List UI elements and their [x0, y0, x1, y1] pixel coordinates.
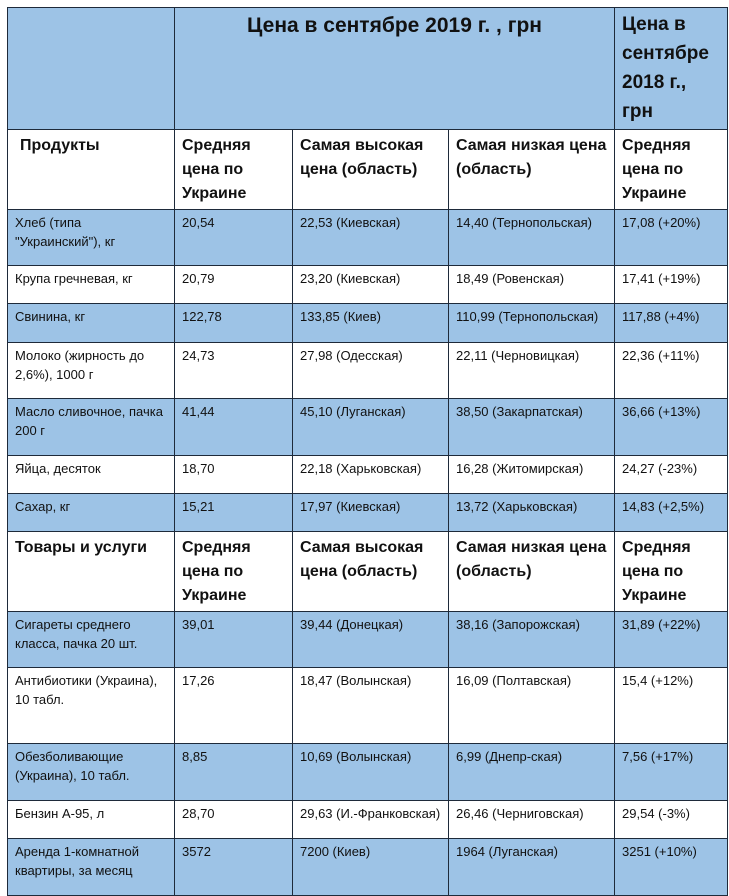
price-2018-cell: 15,4 (+12%): [614, 667, 729, 744]
table-row: Яйца, десяток 18,70 22,18 (Харьковская) 16,…: [7, 455, 729, 494]
section-header-row: Продукты Средняя цена по Украине Самая в…: [7, 129, 729, 210]
lowest-price-cell: 14,40 (Тернопольская): [447, 209, 616, 266]
avg-price-cell: 28,70: [174, 800, 293, 839]
table-row: Антибиотики (Украина), 10 табл. 17,26 18,4…: [7, 667, 729, 744]
table-row: Свинина, кг 122,78 133,85 (Киев) 110,99 (Те…: [7, 303, 729, 343]
col-avg-header: Средняя цена по Украине: [174, 531, 293, 612]
avg-price-cell: 8,85: [174, 743, 293, 801]
product-name-cell: Сигареты среднего класса, пачка 20 шт.: [7, 611, 175, 668]
lowest-price-cell: 22,11 (Черновицкая): [447, 342, 616, 399]
lowest-price-cell: 6,99 (Днепр-ская): [447, 743, 616, 801]
price-2018-cell: 3251 (+10%): [614, 838, 729, 896]
lowest-price-cell: 13,72 (Харьковская): [447, 493, 616, 532]
price-2018-cell: 7,56 (+17%): [614, 743, 729, 801]
highest-price-cell: 23,20 (Киевская): [292, 265, 449, 304]
lowest-price-cell: 1964 (Луганская): [447, 838, 616, 896]
price-2018-cell: 14,83 (+2,5%): [614, 493, 729, 532]
table-row: Аренда 1-комнатной квартиры, за месяц 357…: [7, 838, 729, 896]
highest-price-cell: 133,85 (Киев): [292, 303, 449, 343]
highest-price-cell: 10,69 (Волынская): [292, 743, 449, 801]
lowest-price-cell: 18,49 (Ровенская): [447, 265, 616, 304]
lowest-price-cell: 16,09 (Полтавская): [447, 667, 616, 744]
price-2018-cell: 36,66 (+13%): [614, 398, 729, 456]
col-avg-header: Средняя цена по Украине: [174, 129, 293, 210]
highest-price-cell: 18,47 (Волынская): [292, 667, 449, 744]
col-high-header: Самая высокая цена (область): [292, 129, 449, 210]
avg-price-cell: 20,54: [174, 209, 293, 266]
col-low-header: Самая низкая цена (область): [447, 129, 616, 210]
col-high-header: Самая высокая цена (область): [292, 531, 449, 612]
lowest-price-cell: 26,46 (Черниговская): [447, 800, 616, 839]
lowest-price-cell: 38,16 (Запорожская): [447, 611, 616, 668]
highest-price-cell: 45,10 (Луганская): [292, 398, 449, 456]
table-row: Бензин А-95, л 28,70 29,63 (И.-Франковская…: [7, 800, 729, 839]
table-row: Обезболивающие (Украина), 10 табл. 8,85 10…: [7, 743, 729, 801]
product-name-cell: Хлеб (типа "Украинский"), кг: [7, 209, 175, 266]
highest-price-cell: 22,53 (Киевская): [292, 209, 449, 266]
product-name-cell: Аренда 1-комнатной квартиры, за месяц: [7, 838, 175, 896]
section-title: Товары и услуги: [7, 531, 175, 612]
col-low-header: Самая низкая цена (область): [447, 531, 616, 612]
highest-price-cell: 7200 (Киев): [292, 838, 449, 896]
price-2018-cell: 31,89 (+22%): [614, 611, 729, 668]
product-name-cell: Антибиотики (Украина), 10 табл.: [7, 667, 175, 744]
avg-price-cell: 122,78: [174, 303, 293, 343]
product-name-cell: Свинина, кг: [7, 303, 175, 343]
title-2019: Цена в сентябре 2019 г. , грн: [173, 7, 616, 130]
avg-price-cell: 17,26: [174, 667, 293, 744]
price-table: Цена в сентябре 2019 г. , грн Цена в сен…: [7, 7, 729, 896]
highest-price-cell: 39,44 (Донецкая): [292, 611, 449, 668]
table-row: Масло сливочное, пачка 200 г 41,44 45,10 (…: [7, 398, 729, 456]
col-avg2018-header: Средняя цена по Украине: [614, 531, 729, 612]
product-name-cell: Бензин А-95, л: [7, 800, 175, 839]
title-row: Цена в сентябре 2019 г. , грн Цена в сен…: [7, 7, 729, 130]
empty-corner-cell: [7, 7, 175, 130]
table-row: Сигареты среднего класса, пачка 20 шт. 39…: [7, 611, 729, 668]
table-row: Крупа гречневая, кг 20,79 23,20 (Киевская)…: [7, 265, 729, 304]
lowest-price-cell: 38,50 (Закарпатская): [447, 398, 616, 456]
title-2018: Цена в сентябре 2018 г., грн: [614, 7, 729, 130]
avg-price-cell: 3572: [174, 838, 293, 896]
highest-price-cell: 27,98 (Одесская): [292, 342, 449, 399]
price-2018-cell: 17,41 (+19%): [614, 265, 729, 304]
lowest-price-cell: 110,99 (Тернопольская): [447, 303, 616, 343]
section-title: Продукты: [7, 129, 175, 210]
product-name-cell: Масло сливочное, пачка 200 г: [7, 398, 175, 456]
highest-price-cell: 22,18 (Харьковская): [292, 455, 449, 494]
product-name-cell: Молоко (жирность до 2,6%), 1000 г: [7, 342, 175, 399]
product-name-cell: Обезболивающие (Украина), 10 табл.: [7, 743, 175, 801]
price-2018-cell: 17,08 (+20%): [614, 209, 729, 266]
col-avg2018-header: Средняя цена по Украине: [614, 129, 729, 210]
avg-price-cell: 24,73: [174, 342, 293, 399]
avg-price-cell: 18,70: [174, 455, 293, 494]
lowest-price-cell: 16,28 (Житомирская): [447, 455, 616, 494]
price-2018-cell: 29,54 (-3%): [614, 800, 729, 839]
avg-price-cell: 20,79: [174, 265, 293, 304]
table-row: Молоко (жирность до 2,6%), 1000 г 24,73 27…: [7, 342, 729, 399]
section-header-row: Товары и услуги Средняя цена по Украине …: [7, 531, 729, 612]
avg-price-cell: 41,44: [174, 398, 293, 456]
price-2018-cell: 24,27 (-23%): [614, 455, 729, 494]
price-2018-cell: 117,88 (+4%): [614, 303, 729, 343]
highest-price-cell: 17,97 (Киевская): [292, 493, 449, 532]
avg-price-cell: 39,01: [174, 611, 293, 668]
price-2018-cell: 22,36 (+11%): [614, 342, 729, 399]
product-name-cell: Крупа гречневая, кг: [7, 265, 175, 304]
table-row: Сахар, кг 15,21 17,97 (Киевская) 13,72 (Хар…: [7, 493, 729, 532]
product-name-cell: Яйца, десяток: [7, 455, 175, 494]
product-name-cell: Сахар, кг: [7, 493, 175, 532]
highest-price-cell: 29,63 (И.-Франковская): [292, 800, 449, 839]
table-row: Хлеб (типа "Украинский"), кг 20,54 22,53 (…: [7, 209, 729, 266]
avg-price-cell: 15,21: [174, 493, 293, 532]
